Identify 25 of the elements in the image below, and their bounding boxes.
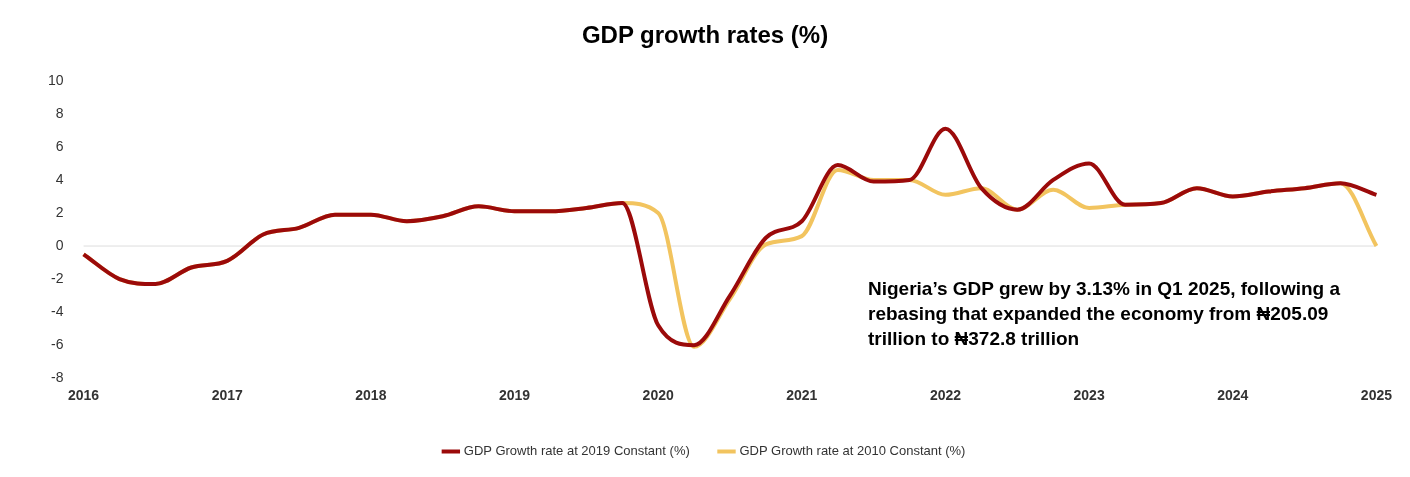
x-tick-label: 2023: [1073, 387, 1105, 404]
x-tick-label: 2017: [211, 387, 243, 404]
y-tick-label: 6: [55, 137, 64, 154]
legend-label: GDP Growth rate at 2019 Constant (%): [463, 443, 690, 459]
x-tick-label: 2016: [67, 387, 100, 404]
y-tick-label: 10: [47, 71, 64, 88]
y-tick-label: -6: [51, 336, 64, 353]
y-tick-label: 8: [55, 104, 64, 121]
y-tick-label: -4: [51, 302, 64, 319]
legend-label: GDP Growth rate at 2010 Constant (%): [739, 443, 966, 459]
y-tick-label: -2: [51, 269, 64, 286]
chart-title: GDP growth rates (%): [581, 21, 829, 49]
x-tick-label: 2020: [642, 387, 674, 404]
x-tick-label: 2025: [1360, 387, 1393, 404]
x-tick-label: 2021: [786, 387, 818, 404]
x-tick-label: 2022: [929, 387, 962, 404]
annotation: Nigeria’s GDP grew by 3.13% in Q1 2025, following a rebasing that expanded the economy from ₦205.09 trillion to ₦372.8 trillion: [868, 277, 1341, 351]
y-tick-label: 4: [55, 170, 64, 187]
y-tick-label: 0: [55, 236, 64, 253]
x-tick-label: 2019: [498, 387, 531, 404]
x-tick-label: 2018: [355, 387, 387, 404]
x-tick-label: 2024: [1217, 387, 1249, 404]
y-tick-label: 2: [55, 203, 64, 220]
y-tick-label: -8: [51, 369, 64, 386]
line-series: [81, 126, 1379, 348]
